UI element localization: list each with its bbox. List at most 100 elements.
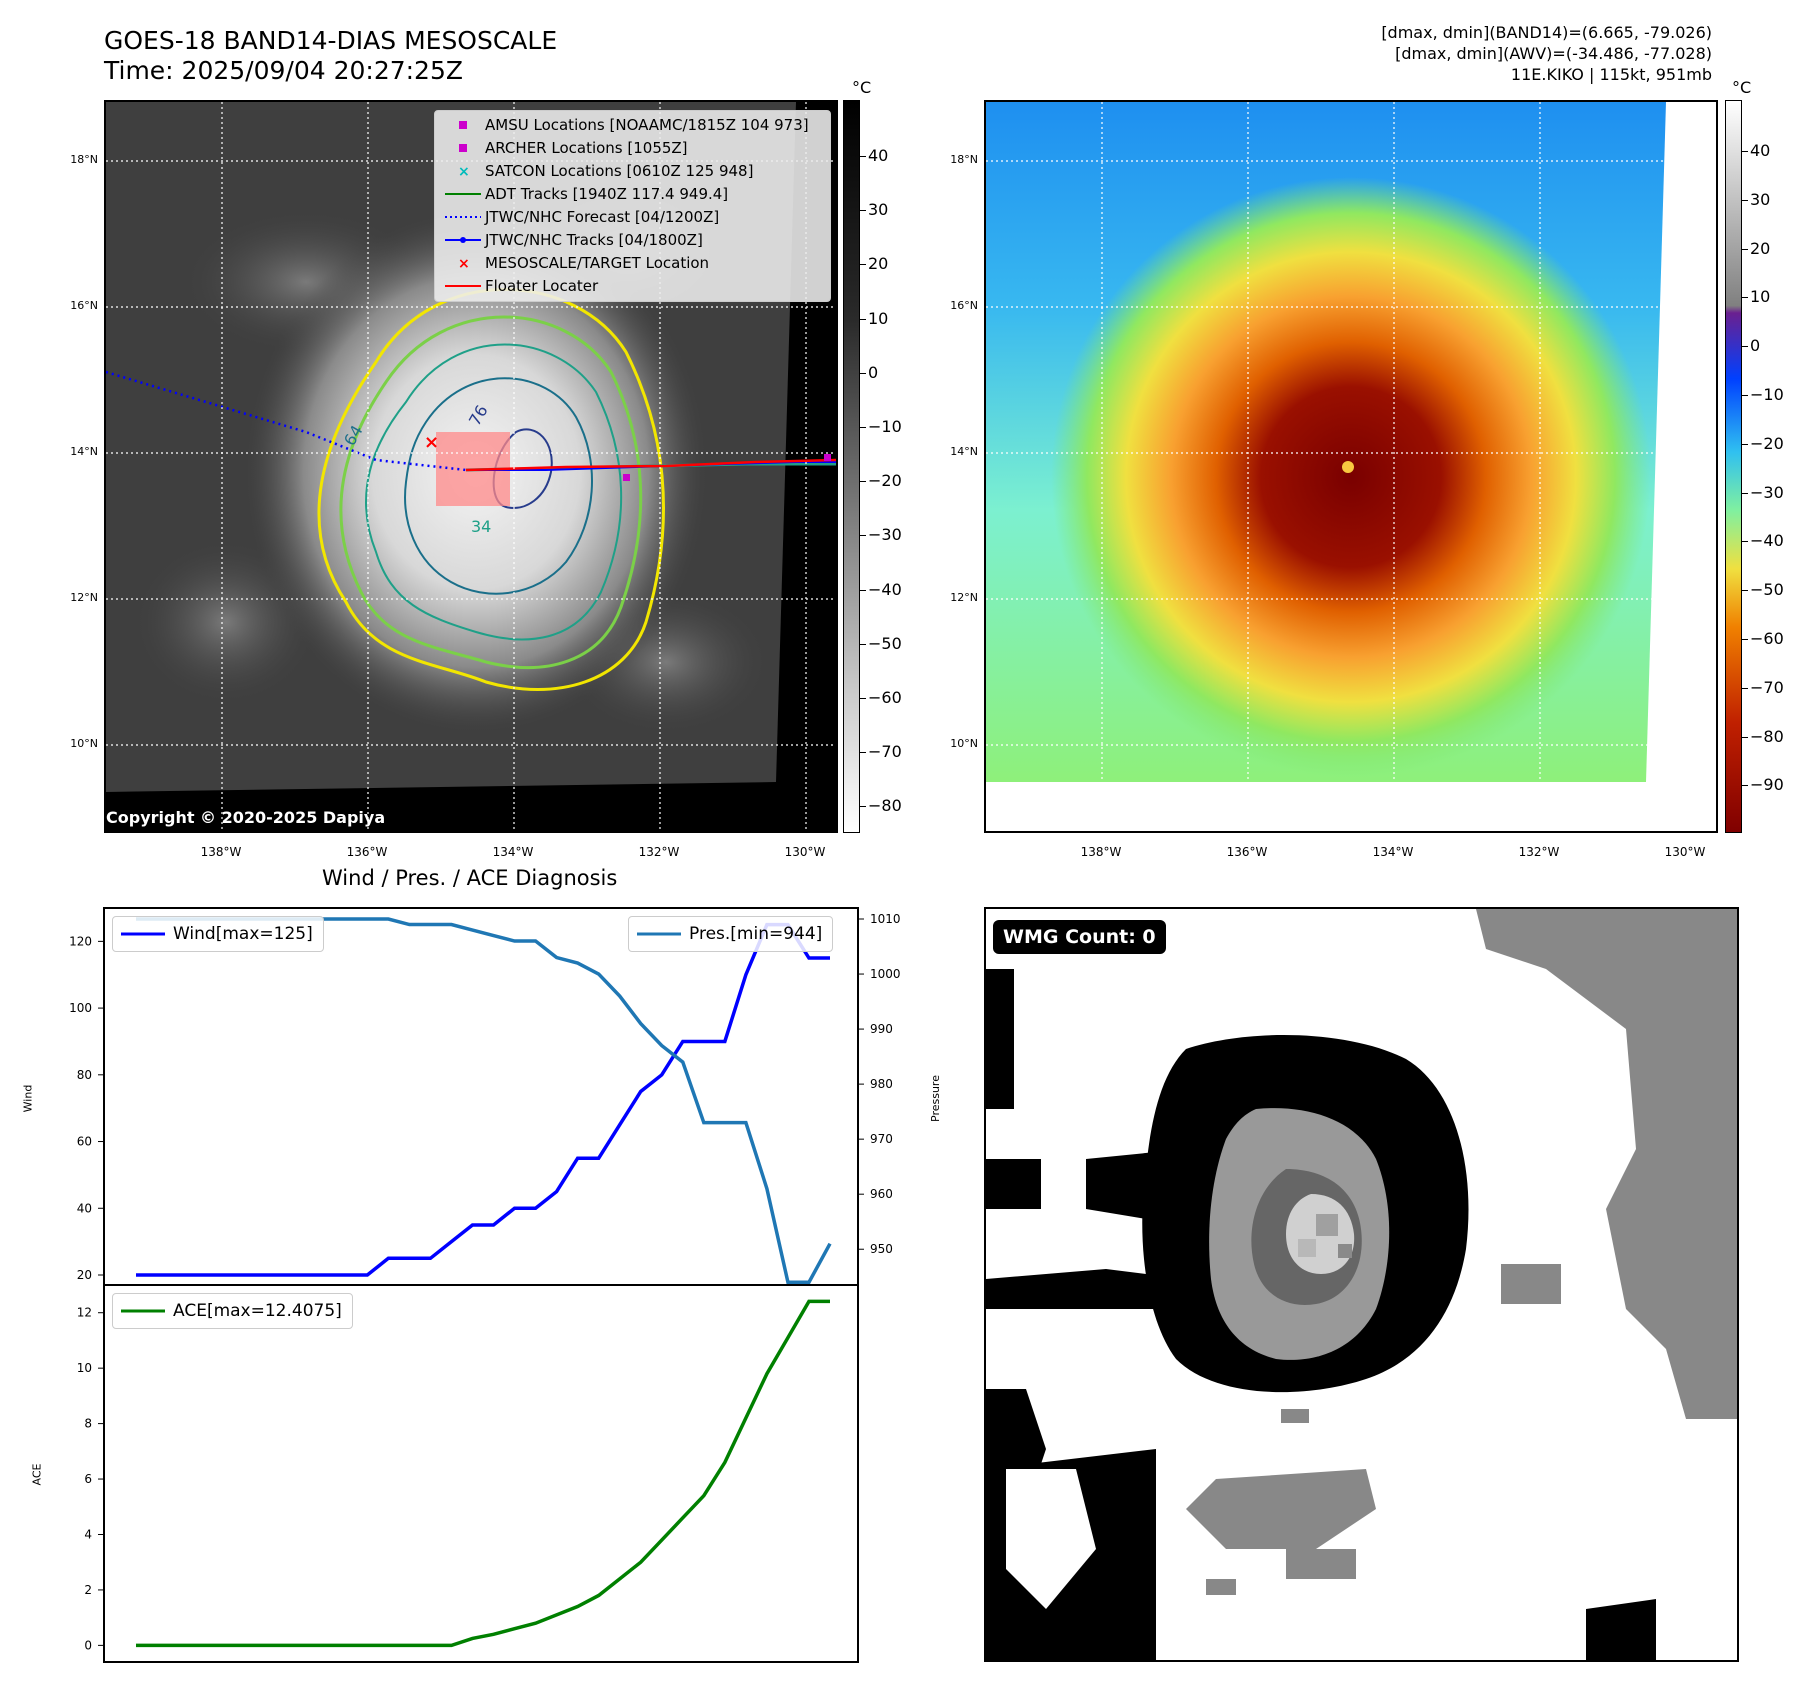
pressure-legend-label: Pres.[min=944]: [689, 924, 823, 944]
wmg-map: [986, 909, 1737, 1660]
color-colorbar: [1725, 100, 1742, 833]
svg-text:×: ×: [458, 256, 470, 272]
gray-colorbar-tick-2: 20: [859, 254, 889, 274]
lat-label-10n: 10°N: [70, 737, 98, 750]
color-colorbar-tick-6: −20: [1742, 433, 1784, 453]
gray-colorbar-tick-7: −30: [860, 525, 902, 545]
color-colorbar-tick-11: −70: [1742, 677, 1784, 697]
floater-track: [465, 458, 836, 472]
lat-label-12n: 12°N: [70, 591, 98, 604]
wind-ytick-label-60: 60: [77, 1135, 92, 1149]
archer-marker: [623, 474, 630, 481]
gray-colorbar-tick-10: −60: [860, 688, 902, 707]
wind-ytick-label-20: 20: [77, 1268, 92, 1282]
gray-colorbar-tick-8: −40: [860, 579, 902, 599]
wind-ytick-label-120: 120: [69, 934, 92, 948]
wind-plot-frame: [103, 907, 859, 1286]
color-colorbar-tick-7: −30: [1742, 482, 1784, 502]
color-colorbar-tick-10: −60: [1742, 629, 1784, 648]
pressure-legend: Pres.[min=944]: [628, 916, 834, 952]
ace-series-line: [136, 1299, 830, 1648]
pressure-ytick-label-1000: 1000: [870, 967, 901, 981]
gray-colorbar-tick-3: 10: [859, 308, 889, 328]
rlon-label-130w: 130°W: [1664, 845, 1706, 859]
contour-label-34: 34: [471, 517, 491, 536]
ace-ytick-label-8: 8: [84, 1417, 92, 1431]
pressure-axis-label: Pressure: [928, 1075, 942, 1122]
ace-ytick-label-6: 6: [84, 1472, 92, 1486]
wind-legend: Wind[max=125]: [112, 916, 324, 952]
rlat-label-18n: 18°N: [950, 153, 978, 166]
color-colorbar-tick-1: 30: [1741, 189, 1771, 209]
color-colorbar-unit: °C: [1732, 78, 1752, 97]
amsu-marker: [824, 454, 831, 461]
title-line-1: GOES-18 BAND14-DIAS MESOSCALE: [104, 26, 558, 55]
color-colorbar-tick-0: 40: [1741, 141, 1771, 160]
wind-series-line: [136, 922, 830, 1277]
gray-colorbar-tick-11: −70: [860, 742, 902, 762]
info-line-2: [dmax, dmin](AWV)=(-34.486, -77.028): [1395, 44, 1712, 63]
pressure-ytick-label-980: 980: [870, 1077, 893, 1091]
color-colorbar-tick-4: 0: [1741, 336, 1761, 356]
color-colorbar-tick-8: −40: [1742, 531, 1784, 551]
gray-colorbar-tick-12: −80: [860, 796, 902, 816]
info-line-1: [dmax, dmin](BAND14)=(6.665, -79.026): [1381, 23, 1712, 42]
gray-colorbar-tick-4: 0: [859, 362, 879, 382]
wind-ytick-label-80: 80: [77, 1068, 92, 1082]
gray-colorbar-unit: °C: [852, 78, 872, 97]
rlat-label-16n: 16°N: [950, 299, 978, 312]
diagnosis-chart: 20 40 60 80 100 120 950 960 970 980 990 1000 1010 0 2 4…: [69, 907, 901, 1663]
gray-colorbar-tick-1: 30: [859, 200, 889, 220]
pressure-ytick-label-950: 950: [870, 1242, 893, 1256]
pressure-ytick-label-970: 970: [870, 1132, 893, 1146]
color-map: [986, 102, 1716, 831]
color-colorbar-tick-12: −80: [1742, 726, 1784, 746]
pressure-series-line: [136, 917, 832, 1284]
pressure-ytick-label-960: 960: [870, 1187, 893, 1201]
ace-ytick-label-10: 10: [77, 1361, 92, 1375]
ace-plot-frame: [103, 1284, 859, 1663]
wmg-count-badge: WMG Count: 0: [993, 920, 1166, 954]
lat-label-18n: 18°N: [70, 153, 98, 166]
wind-ytick-label-100: 100: [69, 1001, 92, 1015]
color-colorbar-tick-5: −10: [1742, 385, 1784, 404]
ace-legend-label: ACE[max=12.4075]: [173, 1301, 342, 1321]
storm-eye: [1342, 461, 1354, 473]
rlon-label-134w: 134°W: [1372, 845, 1414, 859]
map-legend: AMSU Locations [NOAAMC/1815Z 104 973] AR…: [434, 110, 831, 302]
mesoscale-target-marker: ×: [424, 432, 439, 453]
gray-colorbar: [843, 100, 860, 833]
ir-map-panel: 64 76 34 × AMSU Locations [NOAAMC/1815Z …: [104, 100, 838, 833]
info-line-3: 11E.KIKO | 115kt, 951mb: [1510, 65, 1712, 84]
gray-colorbar-tick-6: −20: [860, 471, 902, 491]
lon-label-130w: 130°W: [784, 845, 826, 859]
ace-ytick-label-2: 2: [84, 1583, 92, 1597]
lon-label-134w: 134°W: [492, 845, 534, 859]
rlat-label-12n: 12°N: [950, 591, 978, 604]
diagnosis-title: Wind / Pres. / ACE Diagnosis: [322, 866, 618, 890]
figure-title: GOES-18 BAND14-DIAS MESOSCALE Time: 2025/…: [104, 26, 557, 86]
gray-colorbar-tick-9: −50: [860, 633, 902, 653]
ace-ytick-label-0: 0: [84, 1638, 92, 1652]
svg-text:×: ×: [458, 164, 470, 180]
wind-ytick-label-40: 40: [77, 1201, 92, 1215]
copyright-text: Copyright © 2020-2025 Dapiya: [106, 808, 386, 827]
rlon-label-132w: 132°W: [1518, 845, 1560, 859]
contour-teal-2: [404, 377, 593, 595]
lat-label-16n: 16°N: [70, 299, 98, 312]
color-colorbar-tick-9: −50: [1742, 580, 1784, 600]
contour-teal-1: [365, 343, 623, 641]
ace-legend: ACE[max=12.4075]: [112, 1293, 353, 1329]
ace-axis-label: ACE: [30, 1463, 44, 1486]
color-colorbar-tick-13: −90: [1742, 775, 1784, 795]
rlat-label-14n: 14°N: [950, 445, 978, 458]
lon-label-136w: 136°W: [346, 845, 388, 859]
info-block: [dmax, dmin](BAND14)=(6.665, -79.026) [d…: [1381, 22, 1712, 85]
contour-green: [339, 315, 643, 669]
rlon-label-138w: 138°W: [1080, 845, 1122, 859]
wind-legend-label: Wind[max=125]: [173, 924, 313, 944]
contour-yellow: [317, 288, 665, 691]
gray-colorbar-tick-5: −10: [860, 417, 902, 436]
ace-ytick-label-4: 4: [84, 1527, 92, 1541]
lat-label-14n: 14°N: [70, 445, 98, 458]
